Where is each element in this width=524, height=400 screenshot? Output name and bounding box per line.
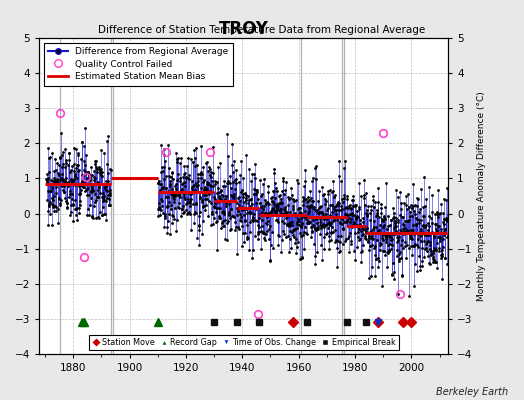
Y-axis label: Monthly Temperature Anomaly Difference (°C): Monthly Temperature Anomaly Difference (…	[477, 91, 486, 301]
Text: Berkeley Earth: Berkeley Earth	[436, 387, 508, 397]
Text: Difference of Station Temperature Data from Regional Average: Difference of Station Temperature Data f…	[99, 25, 425, 35]
Legend: Station Move, Record Gap, Time of Obs. Change, Empirical Break: Station Move, Record Gap, Time of Obs. C…	[89, 334, 399, 350]
Title: TROY: TROY	[219, 20, 269, 38]
